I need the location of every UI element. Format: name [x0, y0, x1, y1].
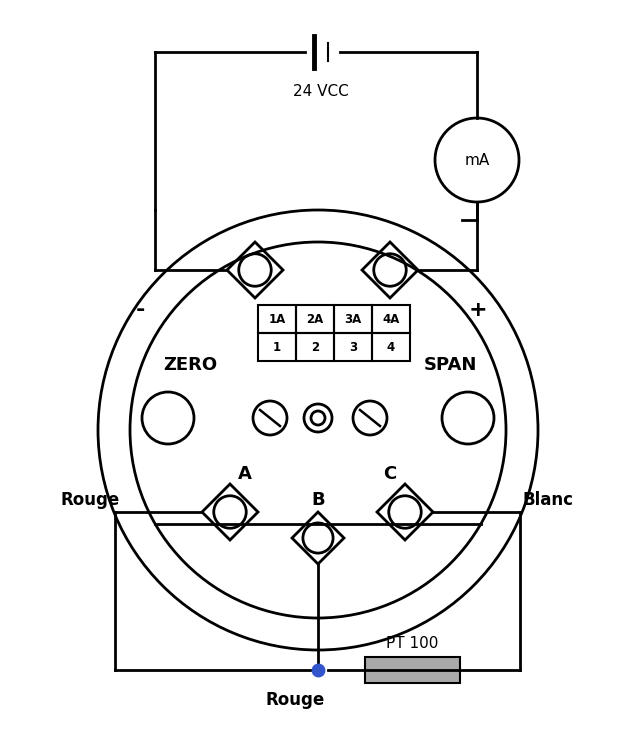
Bar [334, 305, 372, 333]
Text: 2: 2 [311, 340, 319, 353]
Text: 1A: 1A [269, 312, 286, 325]
Text: 4A: 4A [382, 312, 399, 325]
Text: 1: 1 [273, 340, 281, 353]
Text: 2A: 2A [306, 312, 324, 325]
Text: SPAN: SPAN [424, 356, 477, 374]
Bar [365, 657, 460, 683]
Bar [372, 333, 410, 361]
Text: B: B [311, 491, 325, 509]
Text: Blanc: Blanc [523, 491, 573, 509]
Text: ZERO: ZERO [163, 356, 217, 374]
Text: -: - [135, 300, 145, 320]
Bar [258, 305, 296, 333]
Bar [296, 333, 334, 361]
Text: A: A [238, 465, 252, 483]
Text: +: + [469, 300, 487, 320]
Text: 4: 4 [387, 340, 395, 353]
Text: 24 VCC: 24 VCC [293, 84, 349, 99]
Text: Rouge: Rouge [60, 491, 119, 509]
Text: 3A: 3A [344, 312, 361, 325]
Bar [258, 333, 296, 361]
Bar [334, 333, 372, 361]
Text: PT 100: PT 100 [386, 636, 439, 651]
Text: mA: mA [464, 153, 490, 167]
Text: 3: 3 [349, 340, 357, 353]
Text: C: C [384, 465, 397, 483]
Bar [372, 305, 410, 333]
Bar [296, 305, 334, 333]
Text: Rouge: Rouge [265, 691, 324, 709]
